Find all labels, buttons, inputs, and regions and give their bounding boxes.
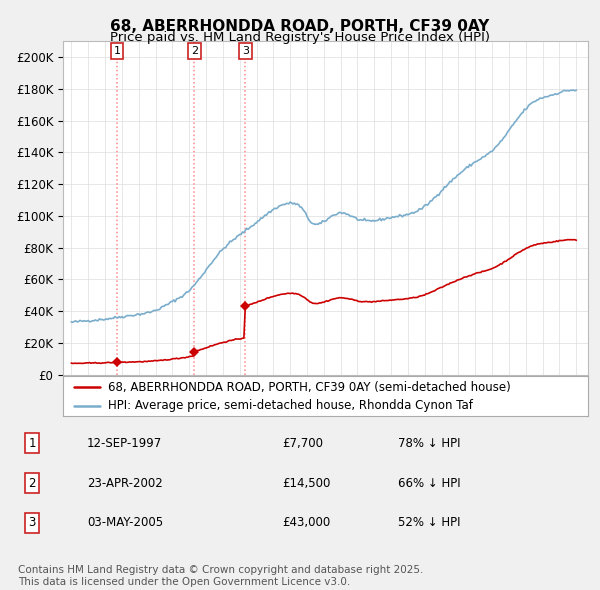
Text: £14,500: £14,500 [283,477,331,490]
Text: 1: 1 [28,437,36,450]
Text: 2: 2 [28,477,36,490]
Text: 1: 1 [113,46,121,56]
Text: £43,000: £43,000 [283,516,331,529]
Text: £7,700: £7,700 [283,437,324,450]
Text: 66% ↓ HPI: 66% ↓ HPI [398,477,461,490]
Text: 68, ABERRHONDDA ROAD, PORTH, CF39 0AY (semi-detached house): 68, ABERRHONDDA ROAD, PORTH, CF39 0AY (s… [107,381,511,394]
Text: 03-MAY-2005: 03-MAY-2005 [87,516,163,529]
Text: 78% ↓ HPI: 78% ↓ HPI [398,437,460,450]
Text: 2: 2 [191,46,198,56]
Text: HPI: Average price, semi-detached house, Rhondda Cynon Taf: HPI: Average price, semi-detached house,… [107,399,473,412]
Text: 23-APR-2002: 23-APR-2002 [87,477,163,490]
Text: Contains HM Land Registry data © Crown copyright and database right 2025.
This d: Contains HM Land Registry data © Crown c… [18,565,424,587]
Text: 52% ↓ HPI: 52% ↓ HPI [398,516,460,529]
Text: Price paid vs. HM Land Registry's House Price Index (HPI): Price paid vs. HM Land Registry's House … [110,31,490,44]
Text: 12-SEP-1997: 12-SEP-1997 [87,437,162,450]
Text: 3: 3 [242,46,249,56]
Text: 68, ABERRHONDDA ROAD, PORTH, CF39 0AY: 68, ABERRHONDDA ROAD, PORTH, CF39 0AY [110,19,490,34]
Text: 3: 3 [28,516,36,529]
